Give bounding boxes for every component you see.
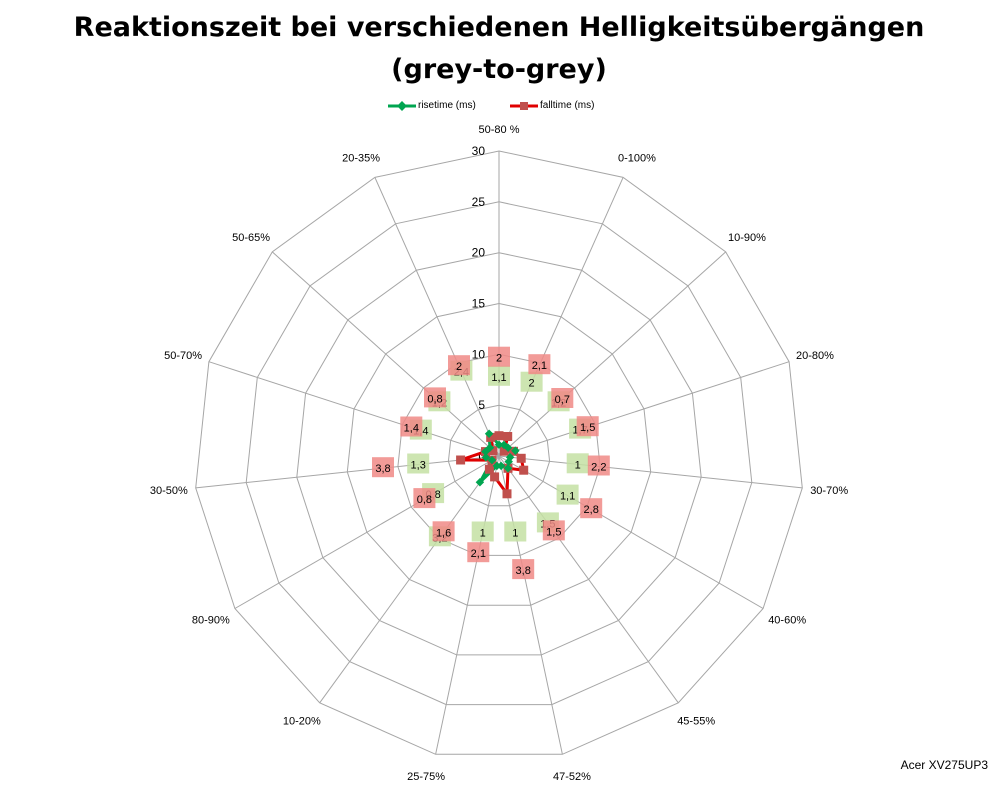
axis-tick-label: 10: [472, 347, 486, 361]
category-label: 47-52%: [553, 771, 591, 783]
category-label: 50-70%: [164, 350, 202, 362]
falltime-point: [517, 454, 526, 463]
category-label: 20-80%: [796, 350, 834, 362]
axis-tick-label: 25: [472, 195, 486, 209]
falltime-data-label: 1,6: [436, 527, 451, 539]
falltime-data-label: 1,5: [580, 422, 595, 434]
falltime-data-label: 2,8: [584, 504, 599, 516]
category-label: 25-75%: [407, 771, 445, 783]
falltime-data-label: 1,5: [546, 526, 561, 538]
category-label: 50-80 %: [479, 124, 520, 136]
falltime-data-label: 2,2: [591, 462, 606, 474]
falltime-point: [495, 431, 504, 440]
falltime-data-label: 2,1: [532, 360, 547, 372]
falltime-data-label: 3,8: [375, 463, 390, 475]
category-label: 80-90%: [192, 615, 230, 627]
grid-spoke: [320, 456, 499, 703]
falltime-data-label: 0,8: [417, 494, 432, 506]
risetime-data-label: 1: [512, 528, 518, 540]
risetime-data-label: 1: [480, 528, 486, 540]
falltime-point: [503, 432, 512, 441]
falltime-point: [490, 472, 499, 481]
axis-tick-label: 15: [472, 297, 486, 311]
category-label: 0-100%: [618, 152, 656, 164]
risetime-data-label: 1,3: [411, 460, 426, 472]
falltime-data-label: 3,8: [516, 565, 531, 577]
category-label: 10-90%: [728, 232, 766, 244]
watermark: Acer XV275UP3: [901, 758, 988, 772]
category-label: 45-55%: [677, 716, 715, 728]
grid-spoke: [196, 456, 499, 488]
grid-spoke: [499, 252, 726, 456]
category-label: 30-50%: [150, 485, 188, 497]
falltime-point: [519, 466, 528, 475]
category-label: 20-35%: [342, 152, 380, 164]
falltime-point: [485, 465, 494, 474]
axis-tick-label: 20: [472, 246, 486, 260]
risetime-data-label: 1: [575, 459, 581, 471]
risetime-data-label: 2: [529, 378, 535, 390]
category-label: 10-20%: [283, 716, 321, 728]
falltime-data-label: 2: [496, 353, 502, 365]
falltime-data-label: 1,4: [404, 423, 419, 435]
axis-tick-label: 30: [472, 144, 486, 158]
falltime-data-label: 0,8: [427, 393, 442, 405]
grid-spoke: [499, 456, 802, 488]
category-label: 30-70%: [810, 485, 848, 497]
falltime-data-label: 2: [456, 361, 462, 373]
risetime-data-label: 1,1: [560, 491, 575, 503]
falltime-data-label: 2,1: [471, 548, 486, 560]
risetime-data-label: 1,1: [491, 372, 506, 384]
category-label: 40-60%: [768, 615, 806, 627]
falltime-point: [456, 456, 465, 465]
grid-spoke: [499, 177, 623, 456]
axis-tick-label: 5: [478, 398, 485, 412]
category-label: 50-65%: [232, 232, 270, 244]
falltime-point: [503, 489, 512, 498]
grid-spoke: [499, 456, 678, 703]
grid-spoke: [272, 252, 499, 456]
grid-spoke: [375, 177, 499, 456]
falltime-data-label: 0,7: [555, 394, 570, 406]
grid-spoke: [235, 456, 499, 609]
